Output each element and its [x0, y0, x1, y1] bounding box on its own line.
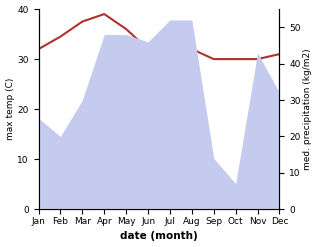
X-axis label: date (month): date (month) — [120, 231, 198, 242]
Y-axis label: max temp (C): max temp (C) — [5, 78, 15, 140]
Y-axis label: med. precipitation (kg/m2): med. precipitation (kg/m2) — [303, 48, 313, 170]
